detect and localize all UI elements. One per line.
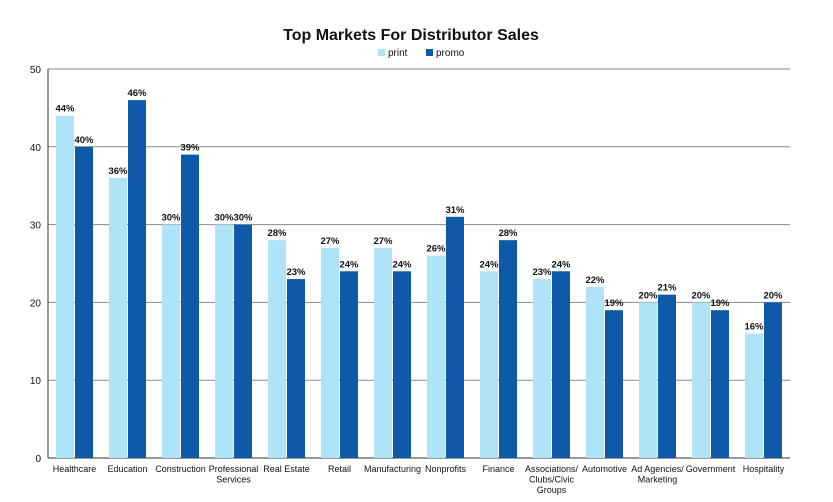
x-tick-label: Retail xyxy=(328,464,351,474)
data-label-promo: 31% xyxy=(445,205,465,216)
bar-promo xyxy=(605,310,623,458)
legend-label-promo: promo xyxy=(436,48,465,59)
data-label-promo: 19% xyxy=(710,298,730,309)
data-labels: 44%40%36%46%30%39%30% 30%28%23%27%24%27%2… xyxy=(55,88,783,332)
bar-print xyxy=(480,271,498,458)
y-axis: 0 10 20 30 40 50 xyxy=(30,65,42,465)
bar-print xyxy=(692,302,710,458)
bar-promo xyxy=(234,224,252,458)
bar-print xyxy=(586,286,604,458)
data-label-promo: 23% xyxy=(286,267,306,278)
x-tick-label: Government xyxy=(686,464,736,474)
x-tick-label: Finance xyxy=(482,464,514,474)
bar-promo xyxy=(658,294,676,458)
bar-promo xyxy=(552,271,570,458)
data-label-print: 44% xyxy=(55,104,75,115)
bar-print xyxy=(215,224,233,458)
y-tick-label: 50 xyxy=(30,65,42,76)
data-label-promo: 46% xyxy=(127,88,147,99)
x-tick-label: Hospitality xyxy=(743,464,785,474)
data-label-print: 28% xyxy=(267,228,287,239)
data-label-print: 24% xyxy=(479,259,499,270)
bar-print xyxy=(533,279,551,458)
data-label-print: 36% xyxy=(108,166,128,177)
data-label-promo: 39% xyxy=(180,143,200,154)
bar-promo xyxy=(393,271,411,458)
data-label-promo: 24% xyxy=(339,259,359,270)
x-tick-label: Real Estate xyxy=(263,464,310,474)
bar-print xyxy=(56,115,74,459)
data-label-print: 30% xyxy=(214,213,234,224)
y-tick-label: 40 xyxy=(30,143,42,154)
bars xyxy=(56,100,782,459)
data-label-print: 20% xyxy=(691,290,711,301)
x-tick-label: Healthcare xyxy=(53,464,97,474)
data-label-promo: 30% xyxy=(233,213,253,224)
bar-promo xyxy=(75,146,93,459)
data-label-promo: 24% xyxy=(392,259,412,270)
x-tick-label: Associations/Clubs/Civic Groups xyxy=(525,464,579,495)
x-axis: Healthcare Education Construction Professio… xyxy=(53,464,785,495)
legend-swatch-promo xyxy=(426,49,433,56)
y-tick-label: 30 xyxy=(30,221,42,232)
x-tick-label: Nonprofits xyxy=(425,464,467,474)
y-tick-label: 10 xyxy=(30,376,42,387)
data-label-promo: 20% xyxy=(763,290,783,301)
bar-print xyxy=(374,247,392,458)
bar-promo xyxy=(287,279,305,458)
data-label-promo: 21% xyxy=(657,283,677,294)
data-label-promo: 24% xyxy=(551,259,571,270)
bar-promo xyxy=(446,216,464,458)
bar-print xyxy=(745,333,763,458)
legend-label-print: print xyxy=(388,48,408,59)
legend: print promo xyxy=(378,48,465,59)
x-tick-label: Construction xyxy=(155,464,206,474)
chart-title: Top Markets For Distributor Sales xyxy=(283,27,539,44)
data-label-print: 26% xyxy=(426,244,446,255)
data-label-print: 30% xyxy=(161,213,181,224)
data-label-print: 23% xyxy=(532,267,552,278)
data-label-print: 27% xyxy=(373,236,393,247)
bar-promo xyxy=(764,302,782,458)
bar-promo xyxy=(340,271,358,458)
y-tick-label: 0 xyxy=(35,454,41,465)
gridlines xyxy=(47,68,790,459)
x-tick-label: Manufacturing xyxy=(364,464,421,474)
data-label-promo: 28% xyxy=(498,228,518,239)
data-label-promo: 19% xyxy=(604,298,624,309)
bar-promo xyxy=(499,240,517,458)
bar-print xyxy=(162,224,180,458)
x-tick-label: Automotive xyxy=(582,464,627,474)
bar-print xyxy=(427,255,445,458)
bar-promo xyxy=(181,154,199,458)
x-tick-label: Ad Agencies/Marketing xyxy=(631,464,684,485)
data-label-print: 27% xyxy=(320,236,340,247)
x-tick-label: Professional Services xyxy=(209,464,259,485)
legend-swatch-print xyxy=(378,49,385,56)
data-label-print: 16% xyxy=(744,322,764,333)
bar-print xyxy=(268,240,286,458)
bar-print xyxy=(109,177,127,459)
y-tick-label: 20 xyxy=(30,298,42,309)
bar-print xyxy=(321,247,339,458)
data-label-print: 20% xyxy=(638,290,658,301)
data-label-print: 22% xyxy=(585,275,605,286)
bar-promo xyxy=(711,310,729,458)
x-tick-label: Education xyxy=(107,464,147,474)
bar-print xyxy=(639,302,657,458)
bar-promo xyxy=(128,100,146,459)
data-label-promo: 40% xyxy=(74,135,94,146)
